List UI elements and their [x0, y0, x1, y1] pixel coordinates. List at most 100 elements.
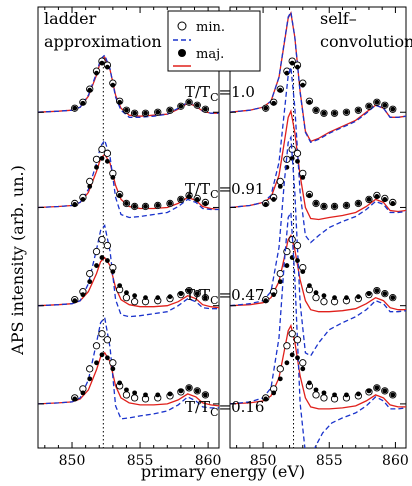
majority-theory-line — [230, 109, 406, 221]
majority-exp-point — [295, 158, 300, 164]
minority-exp-point — [293, 149, 302, 157]
majority-exp-point — [321, 293, 327, 299]
majority-exp-point — [390, 201, 396, 206]
majority-exp-point — [87, 184, 93, 189]
majority-exp-point — [117, 193, 123, 198]
majority-exp-point — [132, 204, 138, 209]
majority-exp-point — [105, 258, 110, 263]
majority-exp-point — [186, 288, 192, 294]
majority-exp-point — [132, 390, 138, 396]
majority-exp-point — [300, 269, 306, 274]
majority-exp-point — [289, 352, 295, 358]
majority-exp-point — [80, 390, 86, 396]
minority-exp-point — [122, 294, 131, 302]
minority-exp-point — [283, 342, 291, 350]
x-tick-label: 850 — [59, 453, 86, 469]
majority-exp-point — [277, 87, 283, 93]
majority-exp-point — [124, 387, 129, 393]
majority-exp-point — [300, 174, 306, 180]
majority-exp-point — [332, 392, 337, 398]
majority-exp-point — [313, 290, 319, 296]
minority-exp-point — [130, 298, 139, 306]
majority-exp-point — [284, 263, 290, 268]
majority-exp-point — [194, 197, 200, 202]
majority-exp-point — [300, 366, 306, 372]
majority-exp-point — [321, 110, 327, 116]
majority-exp-point — [355, 391, 361, 397]
majority-exp-point — [110, 269, 116, 274]
majority-exp-point — [72, 298, 78, 304]
majority-exp-point — [72, 105, 78, 111]
majority-exp-point — [99, 255, 105, 260]
majority-exp-point — [277, 184, 283, 189]
majority-exp-point — [202, 106, 208, 112]
majority-exp-point — [99, 60, 105, 66]
legend-box — [167, 10, 261, 72]
majority-exp-point — [284, 360, 290, 366]
minority-theory-line — [230, 210, 406, 448]
majority-exp-point — [295, 64, 300, 70]
majority-exp-point — [132, 110, 138, 116]
panel-title-line: self– — [320, 9, 357, 28]
majority-exp-point — [186, 385, 192, 391]
temperature-ratio-label: T/TC=0.47 — [185, 286, 264, 307]
majority-exp-point — [202, 295, 208, 301]
minority-exp-point — [288, 330, 296, 338]
majority-exp-point — [271, 390, 277, 396]
majority-exp-point — [382, 102, 388, 108]
majority-exp-point — [167, 201, 173, 206]
minority-theory-line — [230, 135, 406, 357]
majority-exp-point — [313, 201, 319, 206]
minority-theory-line — [230, 9, 406, 144]
majority-exp-point — [110, 174, 116, 180]
minority-theory-line — [230, 66, 406, 244]
majority-exp-point — [374, 99, 380, 105]
minority-exp-point — [103, 241, 112, 250]
plot-frame — [229, 6, 407, 449]
panel-title-line: approximation — [44, 32, 162, 51]
minority-exp-point — [92, 342, 101, 350]
majority-exp-point — [321, 204, 327, 209]
minority-exp-point — [276, 177, 284, 186]
majority-exp-point — [366, 388, 372, 394]
majority-exp-point — [382, 197, 388, 202]
majority-exp-point — [390, 392, 396, 398]
plot-frame — [37, 6, 220, 449]
majority-exp-point — [94, 70, 99, 76]
majority-exp-point — [117, 99, 123, 105]
majority-exp-point — [105, 355, 110, 361]
majority-exp-point — [263, 298, 269, 304]
majority-theory-line — [38, 351, 219, 407]
temperature-ratio-label: T/TC=0.91 — [185, 180, 264, 201]
minority-exp-point — [312, 391, 320, 399]
minority-exp-point — [130, 394, 139, 402]
majority-exp-point — [295, 355, 300, 361]
minority-exp-point — [320, 394, 328, 402]
majority-exp-point — [306, 193, 312, 198]
majority-exp-point — [332, 110, 337, 116]
majority-exp-point — [321, 390, 327, 396]
ladder-panel: 850 855 860 ladder approximation — [37, 6, 221, 469]
majority-exp-point — [155, 109, 161, 115]
legend-min-label: min. — [196, 20, 225, 35]
majority-exp-point — [167, 391, 173, 397]
majority-exp-point — [390, 295, 396, 301]
majority-exp-point — [277, 376, 283, 382]
majority-exp-point — [72, 396, 78, 402]
majority-exp-point — [271, 100, 277, 106]
panel-title-line: ladder — [44, 9, 97, 28]
x-tick-label: 850 — [250, 453, 277, 469]
majority-exp-point — [178, 197, 184, 202]
majority-exp-point — [155, 203, 161, 208]
majority-exp-point — [194, 291, 200, 297]
majority-exp-point — [110, 366, 116, 372]
majority-exp-point — [374, 194, 380, 199]
x-tick-label: 855 — [127, 453, 154, 469]
majority-exp-point — [143, 110, 148, 116]
self-convolution-panel: 850 855 860 self– convolution — [229, 6, 412, 469]
majority-exp-point — [300, 82, 306, 88]
majority-exp-point — [194, 388, 200, 394]
majority-exp-point — [332, 295, 337, 301]
majority-exp-point — [143, 295, 148, 301]
majority-exp-point — [124, 107, 129, 113]
